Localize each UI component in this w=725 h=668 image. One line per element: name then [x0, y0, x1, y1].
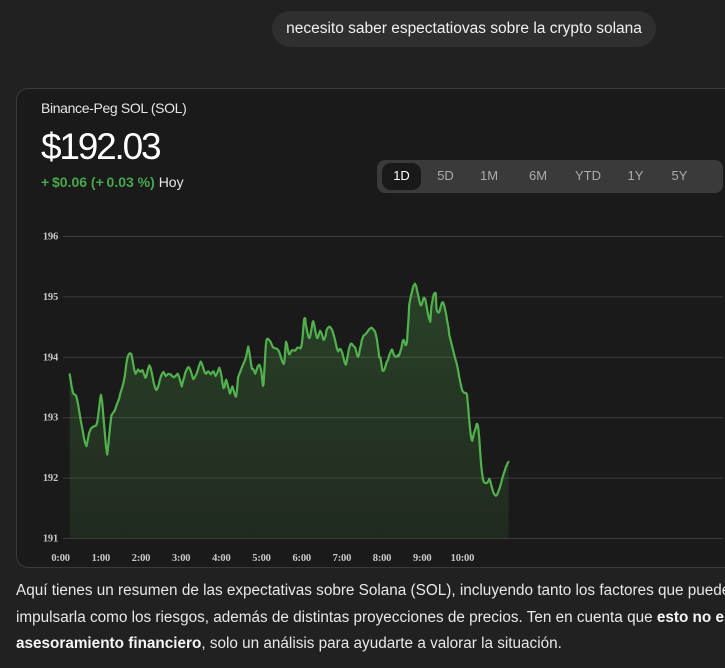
svg-text:9:00: 9:00	[413, 553, 431, 564]
svg-text:8:00: 8:00	[373, 553, 391, 564]
svg-text:5:00: 5:00	[252, 553, 270, 564]
svg-text:6:00: 6:00	[292, 553, 310, 564]
svg-text:10:00: 10:00	[451, 553, 475, 564]
svg-text:2:00: 2:00	[132, 553, 150, 564]
svg-text:7:00: 7:00	[333, 553, 351, 564]
svg-text:192: 192	[43, 473, 58, 484]
svg-text:195: 195	[43, 292, 58, 303]
svg-text:194: 194	[43, 352, 59, 363]
svg-text:196: 196	[43, 232, 58, 243]
svg-text:193: 193	[43, 413, 58, 424]
svg-text:191: 191	[43, 534, 58, 545]
svg-text:4:00: 4:00	[212, 553, 230, 564]
svg-text:3:00: 3:00	[172, 553, 190, 564]
svg-text:1:00: 1:00	[92, 553, 110, 564]
svg-text:0:00: 0:00	[51, 553, 69, 564]
